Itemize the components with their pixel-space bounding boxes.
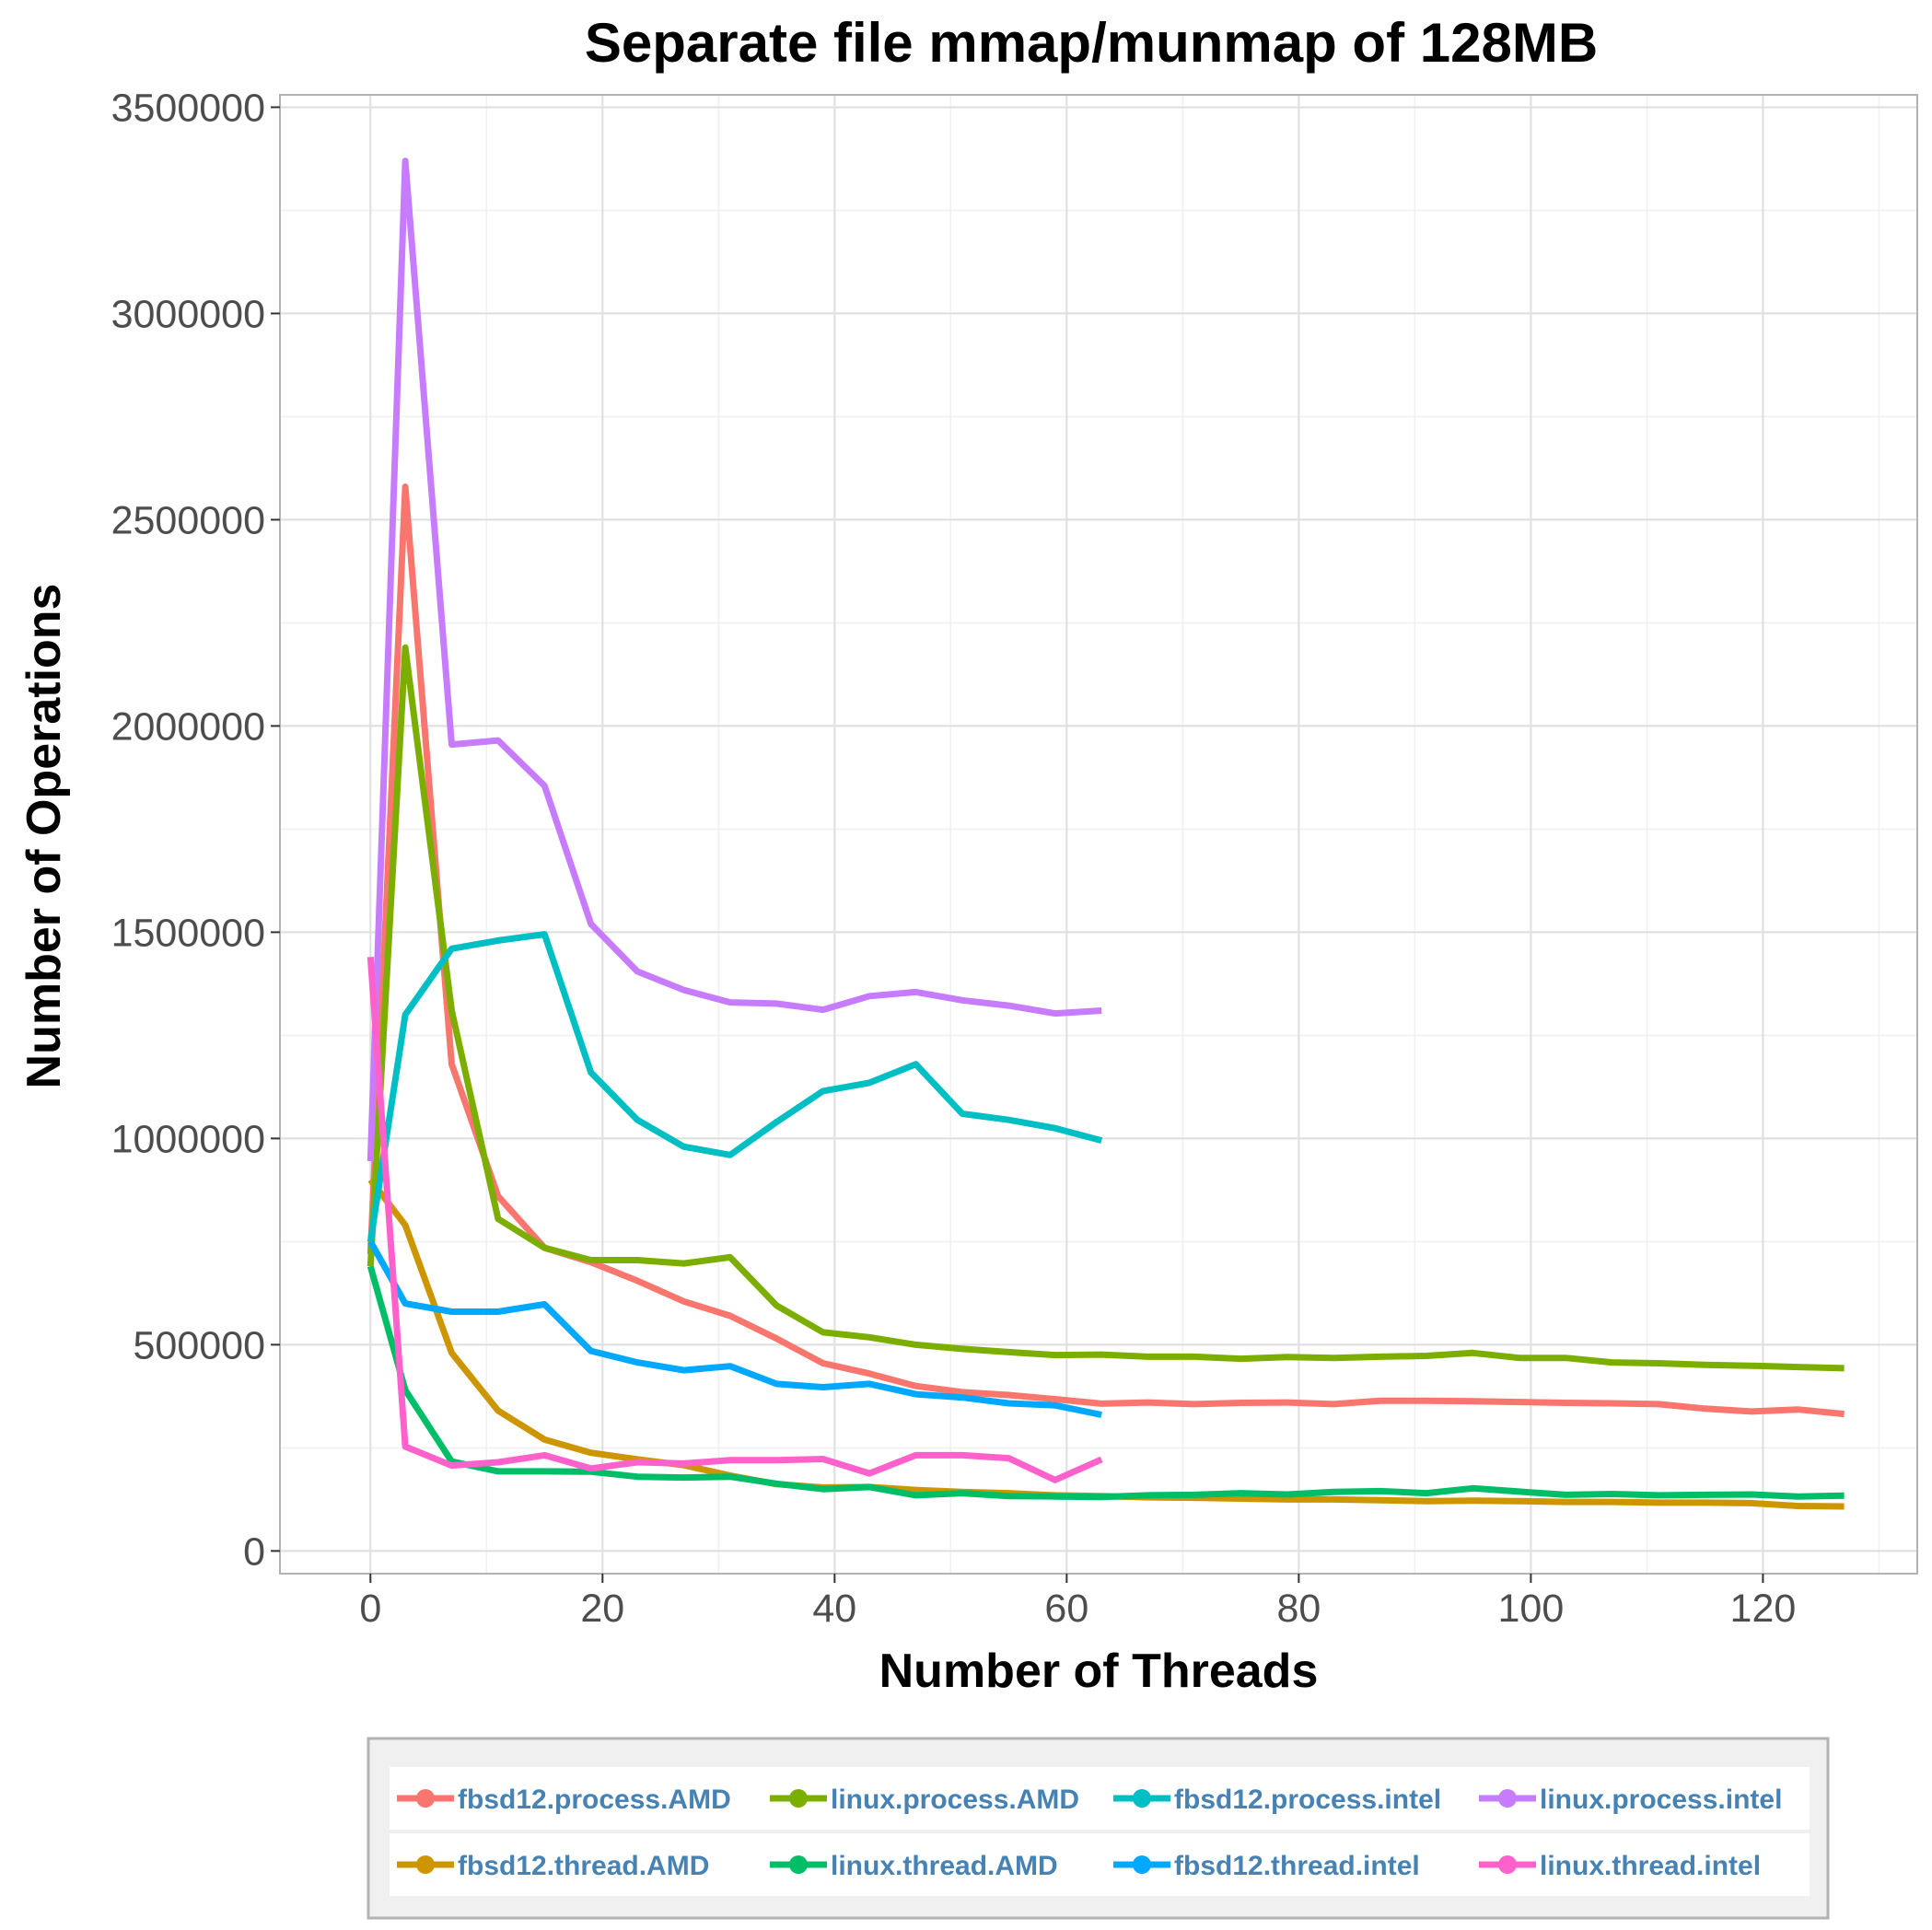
legend: fbsd12.process.AMD linux.process.AMD fbsd1…: [367, 1737, 1830, 1920]
legend-item-fbsd12-thread-AMD: fbsd12.thread.AMD: [390, 1833, 762, 1896]
legend-item-fbsd12-thread-intel: fbsd12.thread.intel: [1106, 1833, 1472, 1896]
legend-item-linux-process-intel: linux.process.intel: [1472, 1767, 1810, 1830]
legend-key-marker: [1133, 1855, 1151, 1874]
legend-items: fbsd12.process.AMD linux.process.AMD fbsd1…: [390, 1767, 1810, 1896]
legend-key-marker: [1498, 1789, 1517, 1808]
chart-title: Separate file mmap/munmap of 128MB: [585, 12, 1598, 74]
y-tick-label: 2500000: [111, 498, 265, 542]
series-line-linux-process-AMD: [367, 644, 1845, 1372]
series-line-linux-process-intel: [367, 157, 1102, 1162]
series-line-linux-thread-intel: [367, 957, 1103, 1483]
x-tick-label: 60: [1044, 1587, 1088, 1631]
y-tick-label: 0: [243, 1529, 265, 1574]
x-tick-label: 20: [580, 1587, 624, 1631]
legend-label: linux.thread.AMD: [831, 1851, 1058, 1881]
series-lines: [367, 157, 1845, 1510]
x-axis-title: Number of Threads: [879, 1645, 1319, 1698]
legend-key-marker: [416, 1855, 435, 1874]
legend-item-linux-process-AMD: linux.process.AMD: [762, 1767, 1106, 1830]
x-tick-label: 0: [359, 1587, 381, 1631]
legend-key-marker: [789, 1789, 808, 1808]
legend-label: linux.thread.intel: [1540, 1851, 1761, 1881]
legend-key-marker: [1133, 1789, 1151, 1808]
y-axis-title: Number of Operations: [17, 584, 71, 1089]
legend-item-fbsd12-process-intel: fbsd12.process.intel: [1106, 1767, 1472, 1830]
series-line-linux-thread-AMD: [367, 1265, 1845, 1501]
series-line-fbsd12-process-AMD: [367, 483, 1845, 1418]
y-tick-label: 1000000: [111, 1117, 265, 1161]
x-axis: 0 20 40 60 80 100 120: [359, 1574, 1796, 1631]
y-tick-label: 3000000: [111, 292, 265, 336]
legend-label: linux.process.intel: [1540, 1785, 1782, 1815]
y-tick-label: 500000: [134, 1323, 266, 1367]
legend-label: fbsd12.thread.AMD: [458, 1851, 709, 1881]
y-axis: 0 500000 1000000 1500000 2000000 2500000 30000…: [111, 86, 280, 1574]
x-tick-label: 120: [1730, 1587, 1797, 1631]
series-line-fbsd12-thread-intel: [367, 1239, 1102, 1418]
y-tick-label: 3500000: [111, 86, 265, 130]
legend-key-marker: [416, 1789, 435, 1808]
legend-item-linux-thread-AMD: linux.thread.AMD: [762, 1833, 1106, 1896]
x-tick-label: 80: [1276, 1587, 1321, 1631]
legend-label: linux.process.AMD: [831, 1785, 1079, 1815]
series-line-fbsd12-process-intel: [367, 931, 1103, 1242]
legend-item-fbsd12-process-AMD: fbsd12.process.AMD: [390, 1767, 762, 1830]
major-gridlines: [280, 95, 1917, 1574]
x-tick-label: 100: [1498, 1587, 1565, 1631]
minor-gridlines: [280, 95, 1917, 1574]
legend-key-marker: [1498, 1855, 1517, 1874]
legend-key-marker: [789, 1855, 808, 1874]
plot-border: [279, 94, 1918, 1575]
legend-item-linux-thread-intel: linux.thread.intel: [1472, 1833, 1810, 1896]
x-tick-label: 40: [812, 1587, 856, 1631]
y-tick-label: 2000000: [111, 704, 265, 749]
y-tick-label: 1500000: [111, 911, 265, 955]
legend-label: fbsd12.process.AMD: [458, 1785, 731, 1815]
legend-label: fbsd12.thread.intel: [1174, 1851, 1420, 1881]
legend-label: fbsd12.process.intel: [1174, 1785, 1441, 1815]
